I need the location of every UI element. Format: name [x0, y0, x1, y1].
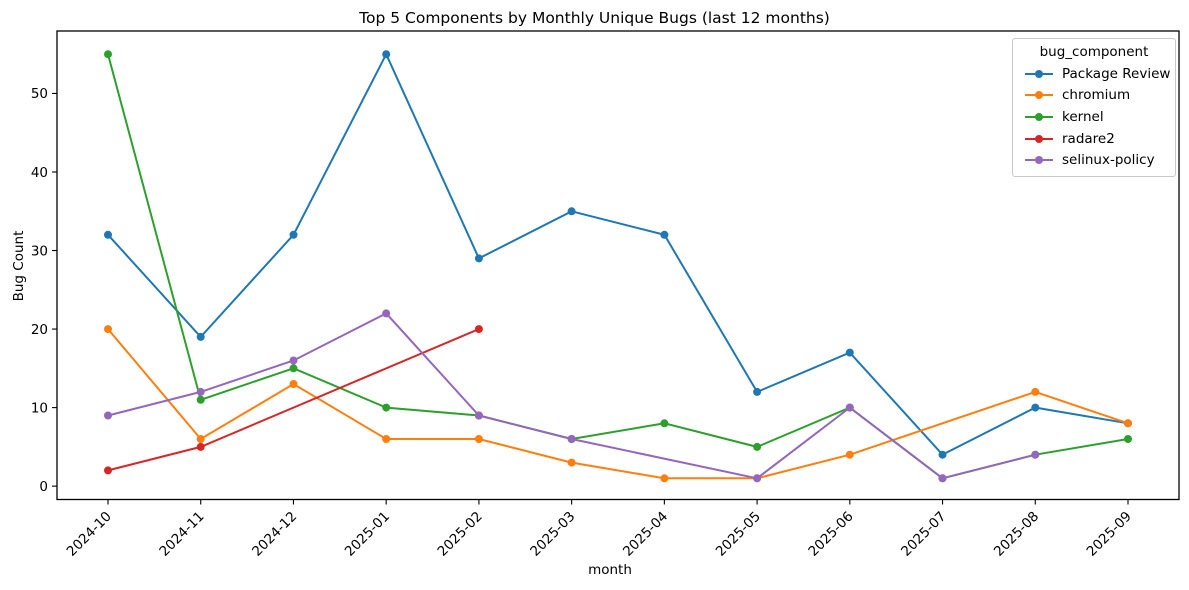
legend-label: Package Review — [1062, 65, 1171, 82]
data-point-radare2 — [104, 466, 112, 475]
y-tick-label: 40 — [31, 165, 48, 181]
legend-swatch-icon — [1025, 91, 1053, 100]
legend-entry-chromium: chromium — [1013, 85, 1175, 107]
legend-entry-radare2: radare2 — [1013, 128, 1175, 150]
data-point-selinux-policy — [845, 403, 854, 412]
series-line-package-review — [107, 51, 1129, 456]
data-point-selinux-policy — [382, 309, 391, 318]
x-tick-label: 2025-09 — [1084, 509, 1135, 560]
legend-title: bug_component — [1039, 44, 1149, 60]
legend-swatch-icon — [1025, 112, 1053, 121]
legend-label: radare2 — [1062, 130, 1115, 147]
data-point-chromium — [567, 458, 576, 467]
data-point-chromium — [196, 435, 205, 443]
data-point-kernel — [196, 395, 205, 404]
legend-label: chromium — [1062, 87, 1131, 104]
x-tick-label: 2025-08 — [991, 509, 1042, 560]
data-point-kernel — [289, 364, 298, 373]
data-point-chromium — [382, 435, 391, 443]
legend-label: selinux-policy — [1062, 152, 1155, 169]
x-tick-label: 2025-07 — [898, 509, 949, 560]
data-point-selinux-policy — [567, 435, 576, 443]
data-point-chromium — [104, 325, 112, 334]
y-tick-label: 20 — [31, 322, 48, 338]
legend-entry-kernel: kernel — [1013, 106, 1175, 128]
data-point-package-review — [289, 230, 298, 239]
axes-spines — [56, 30, 1180, 501]
legend: bug_component Package Review chromium kern… — [1012, 38, 1176, 177]
x-tick-label: 2024-10 — [64, 509, 115, 560]
x-tick-label: 2025-03 — [527, 509, 578, 560]
legend-swatch-icon — [1025, 69, 1053, 78]
x-tick-label: 2025-02 — [435, 509, 486, 560]
x-tick-label: 2025-01 — [342, 509, 393, 560]
series-line-selinux-policy — [107, 312, 1036, 480]
series-line-radare2 — [107, 328, 480, 472]
series-line-kernel — [107, 53, 1129, 480]
data-point-package-review — [567, 207, 576, 216]
data-point-selinux-policy — [1031, 450, 1040, 459]
y-tick-label: 30 — [31, 243, 48, 259]
legend-entry-package-review: Package Review — [1013, 63, 1175, 85]
data-point-kernel — [660, 419, 669, 428]
data-point-package-review — [382, 50, 391, 59]
y-tick-label: 50 — [31, 86, 48, 102]
data-point-chromium — [289, 380, 298, 388]
data-point-chromium — [474, 435, 483, 443]
data-point-chromium — [1124, 419, 1132, 428]
data-point-selinux-policy — [474, 411, 483, 420]
legend-entries: Package Review chromium kernel radare2 selin… — [1013, 63, 1175, 171]
data-point-selinux-policy — [104, 411, 112, 420]
data-point-radare2 — [474, 325, 483, 334]
data-point-chromium — [1031, 387, 1040, 396]
data-point-package-review — [660, 230, 669, 239]
data-point-kernel — [753, 442, 762, 451]
data-point-package-review — [938, 450, 947, 459]
x-axis-label: month — [588, 562, 632, 578]
x-tick-label: 2024-12 — [249, 509, 300, 560]
y-tick-label: 0 — [39, 479, 48, 495]
legend-label: kernel — [1062, 108, 1104, 125]
data-point-kernel — [382, 403, 391, 412]
data-point-selinux-policy — [289, 356, 298, 365]
data-point-package-review — [196, 332, 205, 341]
x-tick-label: 2024-11 — [156, 509, 207, 560]
legend-entry-selinux-policy: selinux-policy — [1013, 149, 1175, 171]
data-point-package-review — [1031, 403, 1040, 412]
data-point-package-review — [753, 387, 762, 396]
x-tick-label: 2025-06 — [805, 509, 856, 560]
y-tick-label: 10 — [31, 400, 48, 416]
x-tick-label: 2025-04 — [620, 509, 671, 560]
legend-swatch-icon — [1025, 156, 1053, 165]
data-point-kernel — [104, 50, 112, 59]
legend-swatch-icon — [1025, 134, 1053, 143]
data-point-package-review — [104, 230, 112, 239]
data-point-package-review — [474, 254, 483, 263]
series-line-chromium — [107, 328, 1129, 480]
chart-title: Top 5 Components by Monthly Unique Bugs … — [359, 9, 830, 27]
data-point-selinux-policy — [938, 474, 947, 483]
y-axis-label: Bug Count — [11, 230, 27, 302]
data-point-selinux-policy — [196, 387, 205, 396]
x-tick-label: 2025-05 — [713, 509, 764, 560]
data-point-package-review — [845, 348, 854, 357]
data-point-kernel — [1124, 435, 1132, 443]
data-point-selinux-policy — [753, 474, 762, 483]
data-point-radare2 — [196, 442, 205, 451]
data-point-chromium — [845, 450, 854, 459]
data-point-chromium — [660, 474, 669, 483]
